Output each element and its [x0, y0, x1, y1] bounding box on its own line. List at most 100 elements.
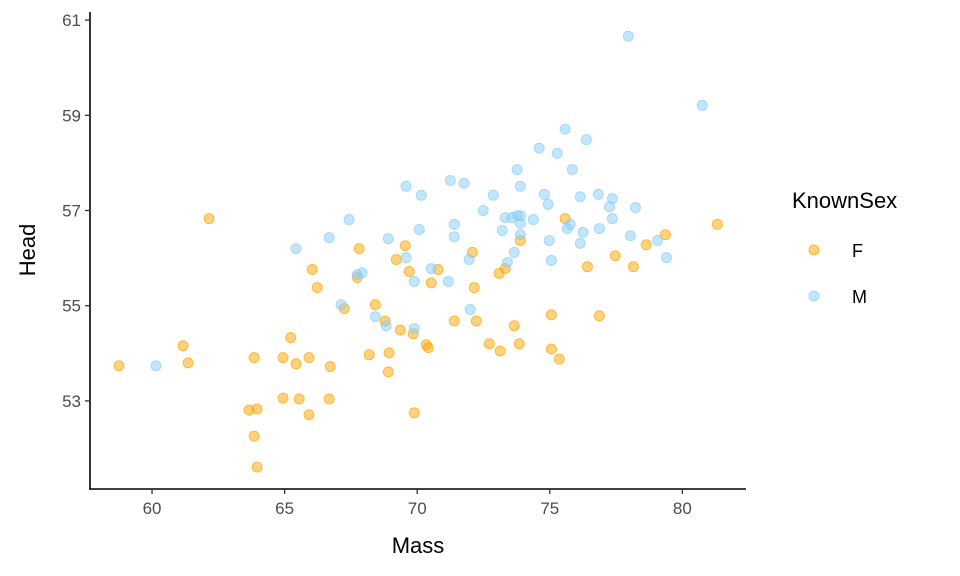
x-ticks: 60 65 70 75 80	[143, 489, 692, 518]
point-M	[508, 246, 520, 258]
point-M	[574, 237, 586, 249]
point-F	[277, 392, 289, 404]
point-F	[448, 315, 460, 327]
point-M	[514, 180, 526, 192]
point-M	[622, 30, 634, 42]
x-tick-label: 65	[275, 499, 294, 518]
y-tick-label: 61	[62, 11, 81, 30]
point-M	[542, 198, 554, 210]
point-M	[696, 99, 708, 111]
point-F	[113, 360, 125, 372]
point-F	[508, 320, 520, 332]
point-F	[285, 332, 297, 344]
point-M	[323, 232, 335, 244]
legend: FM	[808, 241, 867, 307]
y-tick-label: 53	[62, 392, 81, 411]
point-M	[415, 189, 427, 201]
point-F	[399, 240, 411, 252]
point-M	[335, 299, 347, 311]
point-M	[448, 218, 460, 230]
legend-label-F: F	[852, 241, 863, 261]
point-F	[470, 315, 482, 327]
point-M	[511, 164, 523, 176]
point-M	[514, 229, 526, 241]
point-M	[624, 230, 636, 242]
point-M	[400, 252, 412, 264]
point-F	[403, 265, 415, 277]
point-M	[559, 123, 571, 135]
point-M	[651, 235, 663, 247]
point-M	[606, 213, 618, 225]
point-M	[660, 252, 672, 264]
point-M	[566, 164, 578, 176]
point-F	[353, 243, 365, 255]
point-F	[545, 343, 557, 355]
x-axis-title: Mass	[392, 533, 445, 558]
point-F	[581, 261, 593, 273]
point-F	[311, 282, 323, 294]
point-M	[380, 320, 392, 332]
point-F	[383, 347, 395, 359]
point-F	[248, 352, 260, 364]
point-F	[182, 357, 194, 369]
y-axis-title: Head	[15, 224, 40, 277]
point-M	[400, 180, 412, 192]
point-M	[463, 254, 475, 266]
point-M	[369, 311, 381, 323]
point-M	[543, 235, 555, 247]
point-M	[408, 323, 420, 335]
point-M	[150, 360, 162, 372]
point-F	[303, 352, 315, 364]
point-F	[323, 393, 335, 405]
point-M	[343, 214, 355, 226]
legend-title: KnownSex	[792, 188, 897, 213]
point-M	[574, 191, 586, 203]
legend-key-M	[808, 290, 820, 302]
point-M	[501, 256, 513, 268]
point-F	[306, 264, 318, 276]
point-F	[382, 366, 394, 378]
point-F	[422, 342, 434, 354]
point-M	[464, 304, 476, 316]
point-F	[293, 393, 305, 405]
legend-label-M: M	[852, 287, 867, 307]
point-F	[468, 282, 480, 294]
point-M	[444, 175, 456, 187]
point-M	[477, 205, 489, 217]
point-F	[324, 361, 336, 373]
point-M	[487, 189, 499, 201]
point-M	[551, 147, 563, 159]
point-M	[290, 243, 302, 255]
x-tick-label: 75	[540, 499, 559, 518]
point-F	[394, 324, 406, 336]
point-M	[580, 134, 592, 146]
point-F	[251, 403, 263, 415]
point-M	[448, 231, 460, 243]
point-F	[290, 358, 302, 370]
point-F	[553, 353, 565, 365]
point-F	[545, 309, 557, 321]
x-tick-label: 70	[408, 499, 427, 518]
point-F	[363, 349, 375, 361]
point-F	[593, 310, 605, 322]
y-tick-label: 57	[62, 202, 81, 221]
point-M	[442, 275, 454, 287]
point-F	[369, 299, 381, 311]
point-M	[564, 218, 576, 230]
point-F	[390, 254, 402, 266]
point-M	[356, 267, 368, 279]
point-M	[496, 225, 508, 237]
point-M	[514, 217, 526, 229]
y-tick-label: 59	[62, 106, 81, 125]
y-tick-label: 55	[62, 297, 81, 316]
point-M	[413, 224, 425, 236]
point-F	[494, 345, 506, 357]
point-M	[382, 233, 394, 245]
point-F	[251, 461, 263, 473]
point-M	[593, 223, 605, 235]
point-M	[629, 202, 641, 214]
point-M	[538, 188, 550, 200]
point-F	[627, 261, 639, 273]
point-F	[513, 338, 525, 350]
